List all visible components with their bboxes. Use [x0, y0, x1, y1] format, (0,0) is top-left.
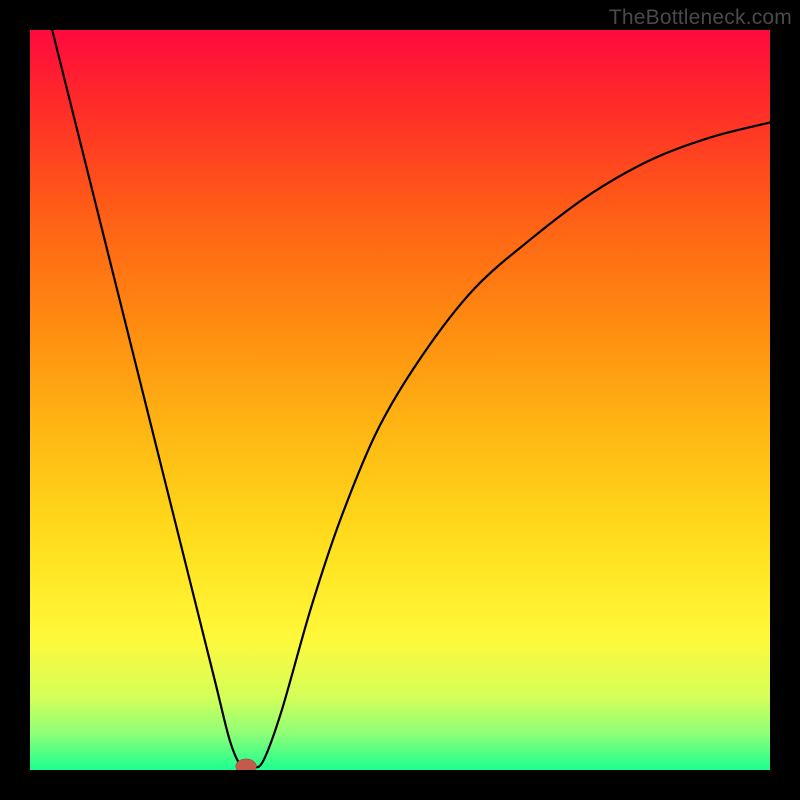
bottleneck-chart: TheBottleneck.com	[0, 0, 800, 800]
gradient-background	[30, 30, 770, 770]
plot-area	[30, 30, 770, 770]
chart-svg	[30, 30, 770, 770]
watermark-label: TheBottleneck.com	[609, 6, 792, 30]
